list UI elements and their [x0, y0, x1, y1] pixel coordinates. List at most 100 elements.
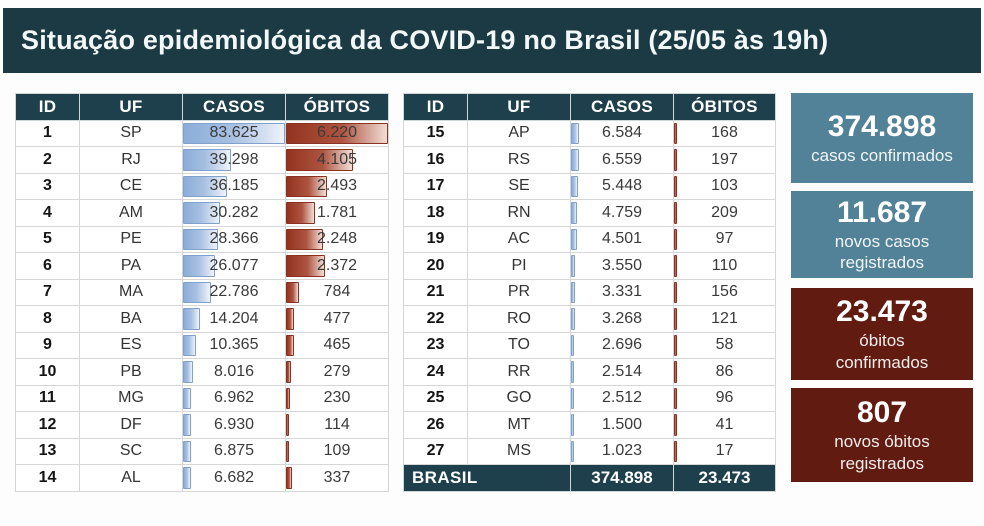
- deaths-data-bar: [286, 334, 294, 356]
- table-row: 7 MA 22.786 784: [15, 278, 389, 306]
- cases-cell: 28.366: [182, 225, 286, 253]
- state-id-cell: 21: [403, 278, 468, 306]
- column-header-id: ID: [15, 93, 80, 121]
- cases-data-bar: [571, 361, 575, 383]
- state-uf-cell: AP: [467, 119, 571, 147]
- cases-cell: 39.298: [182, 146, 286, 174]
- cases-cell: 2.512: [570, 384, 674, 412]
- deaths-cell: 6.220: [285, 119, 389, 147]
- cases-data-bar: [183, 281, 211, 303]
- cases-data-bar: [571, 308, 575, 330]
- deaths-cell: 1.781: [285, 199, 389, 227]
- deaths-data-bar: [286, 228, 323, 250]
- cases-cell: 3.268: [570, 305, 674, 333]
- state-uf-cell: PI: [467, 252, 571, 280]
- deaths-data-bar: [286, 308, 294, 330]
- deaths-cell: 156: [673, 278, 776, 306]
- table-row: 27 MS 1.023 17: [403, 437, 776, 465]
- state-uf-cell: MA: [79, 278, 183, 306]
- table-row: 3 CE 36.185 2.493: [15, 172, 389, 200]
- column-header-casos: CASOS: [182, 93, 286, 121]
- deaths-data-bar: [674, 149, 678, 171]
- deaths-cell: 2.372: [285, 252, 389, 280]
- table-row: 6 PA 26.077 2.372: [15, 252, 389, 280]
- deaths-data-bar: [286, 149, 354, 171]
- obitos-confirmados-label: óbitos confirmados: [835, 331, 929, 372]
- column-header-uf: UF: [79, 93, 183, 121]
- table-row: 14 AL 6.682 337: [15, 464, 389, 492]
- table-row: 20 PI 3.550 110: [403, 252, 776, 280]
- table-row: 4 AM 30.282 1.781: [15, 199, 389, 227]
- casos-confirmados-value: 374.898: [827, 109, 937, 143]
- state-id-cell: 17: [403, 172, 468, 200]
- state-uf-cell: MS: [467, 437, 571, 465]
- cases-cell: 3.331: [570, 278, 674, 306]
- state-id-cell: 23: [403, 331, 468, 359]
- state-uf-cell: SP: [79, 119, 183, 147]
- cases-cell: 4.501: [570, 225, 674, 253]
- deaths-cell: 477: [285, 305, 389, 333]
- state-id-cell: 2: [15, 146, 80, 174]
- deaths-cell: 96: [673, 384, 776, 412]
- deaths-cell: 4.105: [285, 146, 389, 174]
- state-uf-cell: GO: [467, 384, 571, 412]
- table-row: 8 BA 14.204 477: [15, 305, 389, 333]
- deaths-cell: 110: [673, 252, 776, 280]
- cases-data-bar: [571, 334, 575, 356]
- deaths-cell: 2.248: [285, 225, 389, 253]
- cases-cell: 2.696: [570, 331, 674, 359]
- column-header-obitos: ÓBITOS: [673, 93, 776, 121]
- cases-cell: 1.500: [570, 411, 674, 439]
- deaths-data-bar: [286, 175, 327, 197]
- state-id-cell: 5: [15, 225, 80, 253]
- state-uf-cell: CE: [79, 172, 183, 200]
- deaths-cell: 209: [673, 199, 776, 227]
- state-uf-cell: BA: [79, 305, 183, 333]
- deaths-data-bar: [674, 281, 677, 303]
- table-row: 25 GO 2.512 96: [403, 384, 776, 412]
- casos-confirmados-label: casos confirmados: [811, 145, 953, 165]
- cases-data-bar: [183, 149, 231, 171]
- state-uf-cell: AL: [79, 464, 183, 492]
- deaths-cell: 168: [673, 119, 776, 147]
- column-header-obitos: ÓBITOS: [285, 93, 389, 121]
- cases-data-bar: [571, 255, 576, 277]
- state-id-cell: 3: [15, 172, 80, 200]
- deaths-cell: 114: [285, 411, 389, 439]
- state-uf-cell: RS: [467, 146, 571, 174]
- deaths-cell: 17: [673, 437, 776, 465]
- deaths-data-bar: [674, 255, 677, 277]
- deaths-data-bar: [674, 361, 677, 383]
- deaths-cell: 2.493: [285, 172, 389, 200]
- card-novos-casos: 11.687 novos casos registrados: [791, 191, 973, 278]
- state-id-cell: 6: [15, 252, 80, 280]
- state-uf-cell: SE: [467, 172, 571, 200]
- state-uf-cell: RR: [467, 358, 571, 386]
- cases-data-bar: [571, 387, 575, 409]
- cases-cell: 26.077: [182, 252, 286, 280]
- table-row: 13 SC 6.875 109: [15, 437, 389, 465]
- deaths-data-bar: [286, 255, 325, 277]
- cases-cell: 5.448: [570, 172, 674, 200]
- cases-data-bar: [571, 414, 574, 436]
- cases-cell: 83.625: [182, 119, 286, 147]
- state-id-cell: 24: [403, 358, 468, 386]
- cases-data-bar: [183, 228, 218, 250]
- deaths-cell: 41: [673, 411, 776, 439]
- cases-data-bar: [183, 308, 201, 330]
- deaths-cell: 121: [673, 305, 776, 333]
- cases-data-bar: [183, 202, 220, 224]
- deaths-data-bar: [674, 122, 677, 144]
- table-row: 23 TO 2.696 58: [403, 331, 776, 359]
- cases-data-bar: [183, 414, 192, 436]
- state-id-cell: 19: [403, 225, 468, 253]
- cases-cell: 3.550: [570, 252, 674, 280]
- card-obitos-confirmados: 23.473 óbitos confirmados: [791, 288, 973, 380]
- cases-cell: 8.016: [182, 358, 286, 386]
- state-uf-cell: PR: [467, 278, 571, 306]
- novos-obitos-label: novos óbitos registrados: [834, 432, 930, 473]
- state-id-cell: 25: [403, 384, 468, 412]
- column-header-uf: UF: [467, 93, 571, 121]
- state-id-cell: 26: [403, 411, 468, 439]
